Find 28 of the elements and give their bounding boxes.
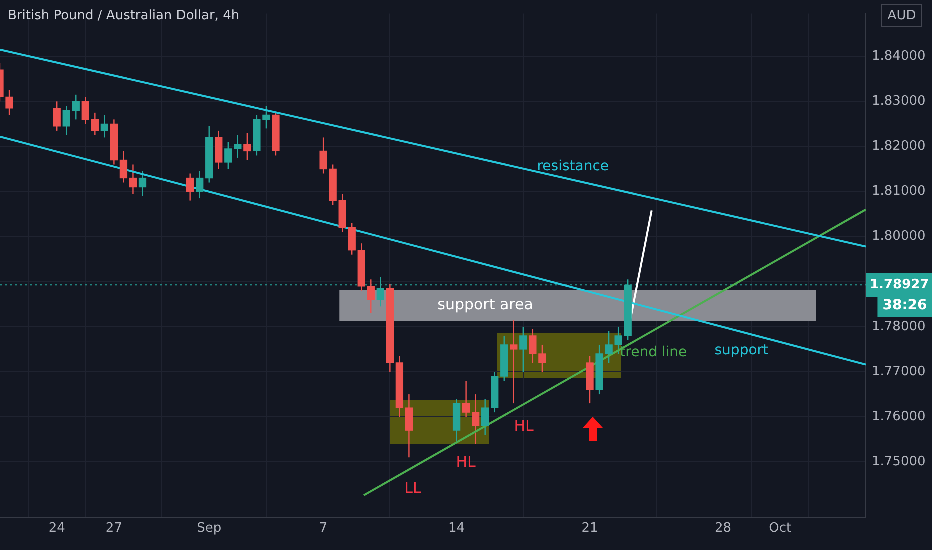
y-tick-label: 1.83000 xyxy=(872,94,926,110)
x-tick-label: 7 xyxy=(319,521,328,536)
y-tick-label: 1.82000 xyxy=(872,139,926,154)
y-tick-label: 1.78000 xyxy=(872,319,926,334)
annotation: HL xyxy=(514,416,534,435)
x-tick-label: 28 xyxy=(714,521,732,536)
x-tick-label: 14 xyxy=(448,521,466,536)
x-tick-label: Sep xyxy=(197,521,222,536)
y-tick-label: 1.80000 xyxy=(872,229,926,244)
series-label: support xyxy=(714,342,770,359)
annotation: HL xyxy=(456,452,476,471)
y-tick-label: 1.77000 xyxy=(872,364,926,380)
x-tick-label: 24 xyxy=(48,521,66,536)
x-tick-label: Oct xyxy=(769,521,792,536)
text: AUD xyxy=(888,8,916,24)
y-tick-label: 1.75000 xyxy=(872,454,926,470)
annotation: LL xyxy=(404,478,422,497)
band-label: support area xyxy=(438,295,534,314)
y-tick-label: 1.76000 xyxy=(872,409,926,424)
x-tick-label: 21 xyxy=(582,521,598,536)
ref-line-label: 1.78927 xyxy=(870,278,930,293)
text: 38:26 xyxy=(882,298,928,314)
y-tick-label: 1.84000 xyxy=(872,48,926,64)
x-tick-label: 27 xyxy=(106,521,122,536)
series-label: trend line xyxy=(620,344,688,360)
series-label: resistance xyxy=(537,158,610,174)
y-tick-label: 1.81000 xyxy=(872,184,926,200)
chart-title: British Pound / Australian Dollar, 4h xyxy=(8,8,240,24)
